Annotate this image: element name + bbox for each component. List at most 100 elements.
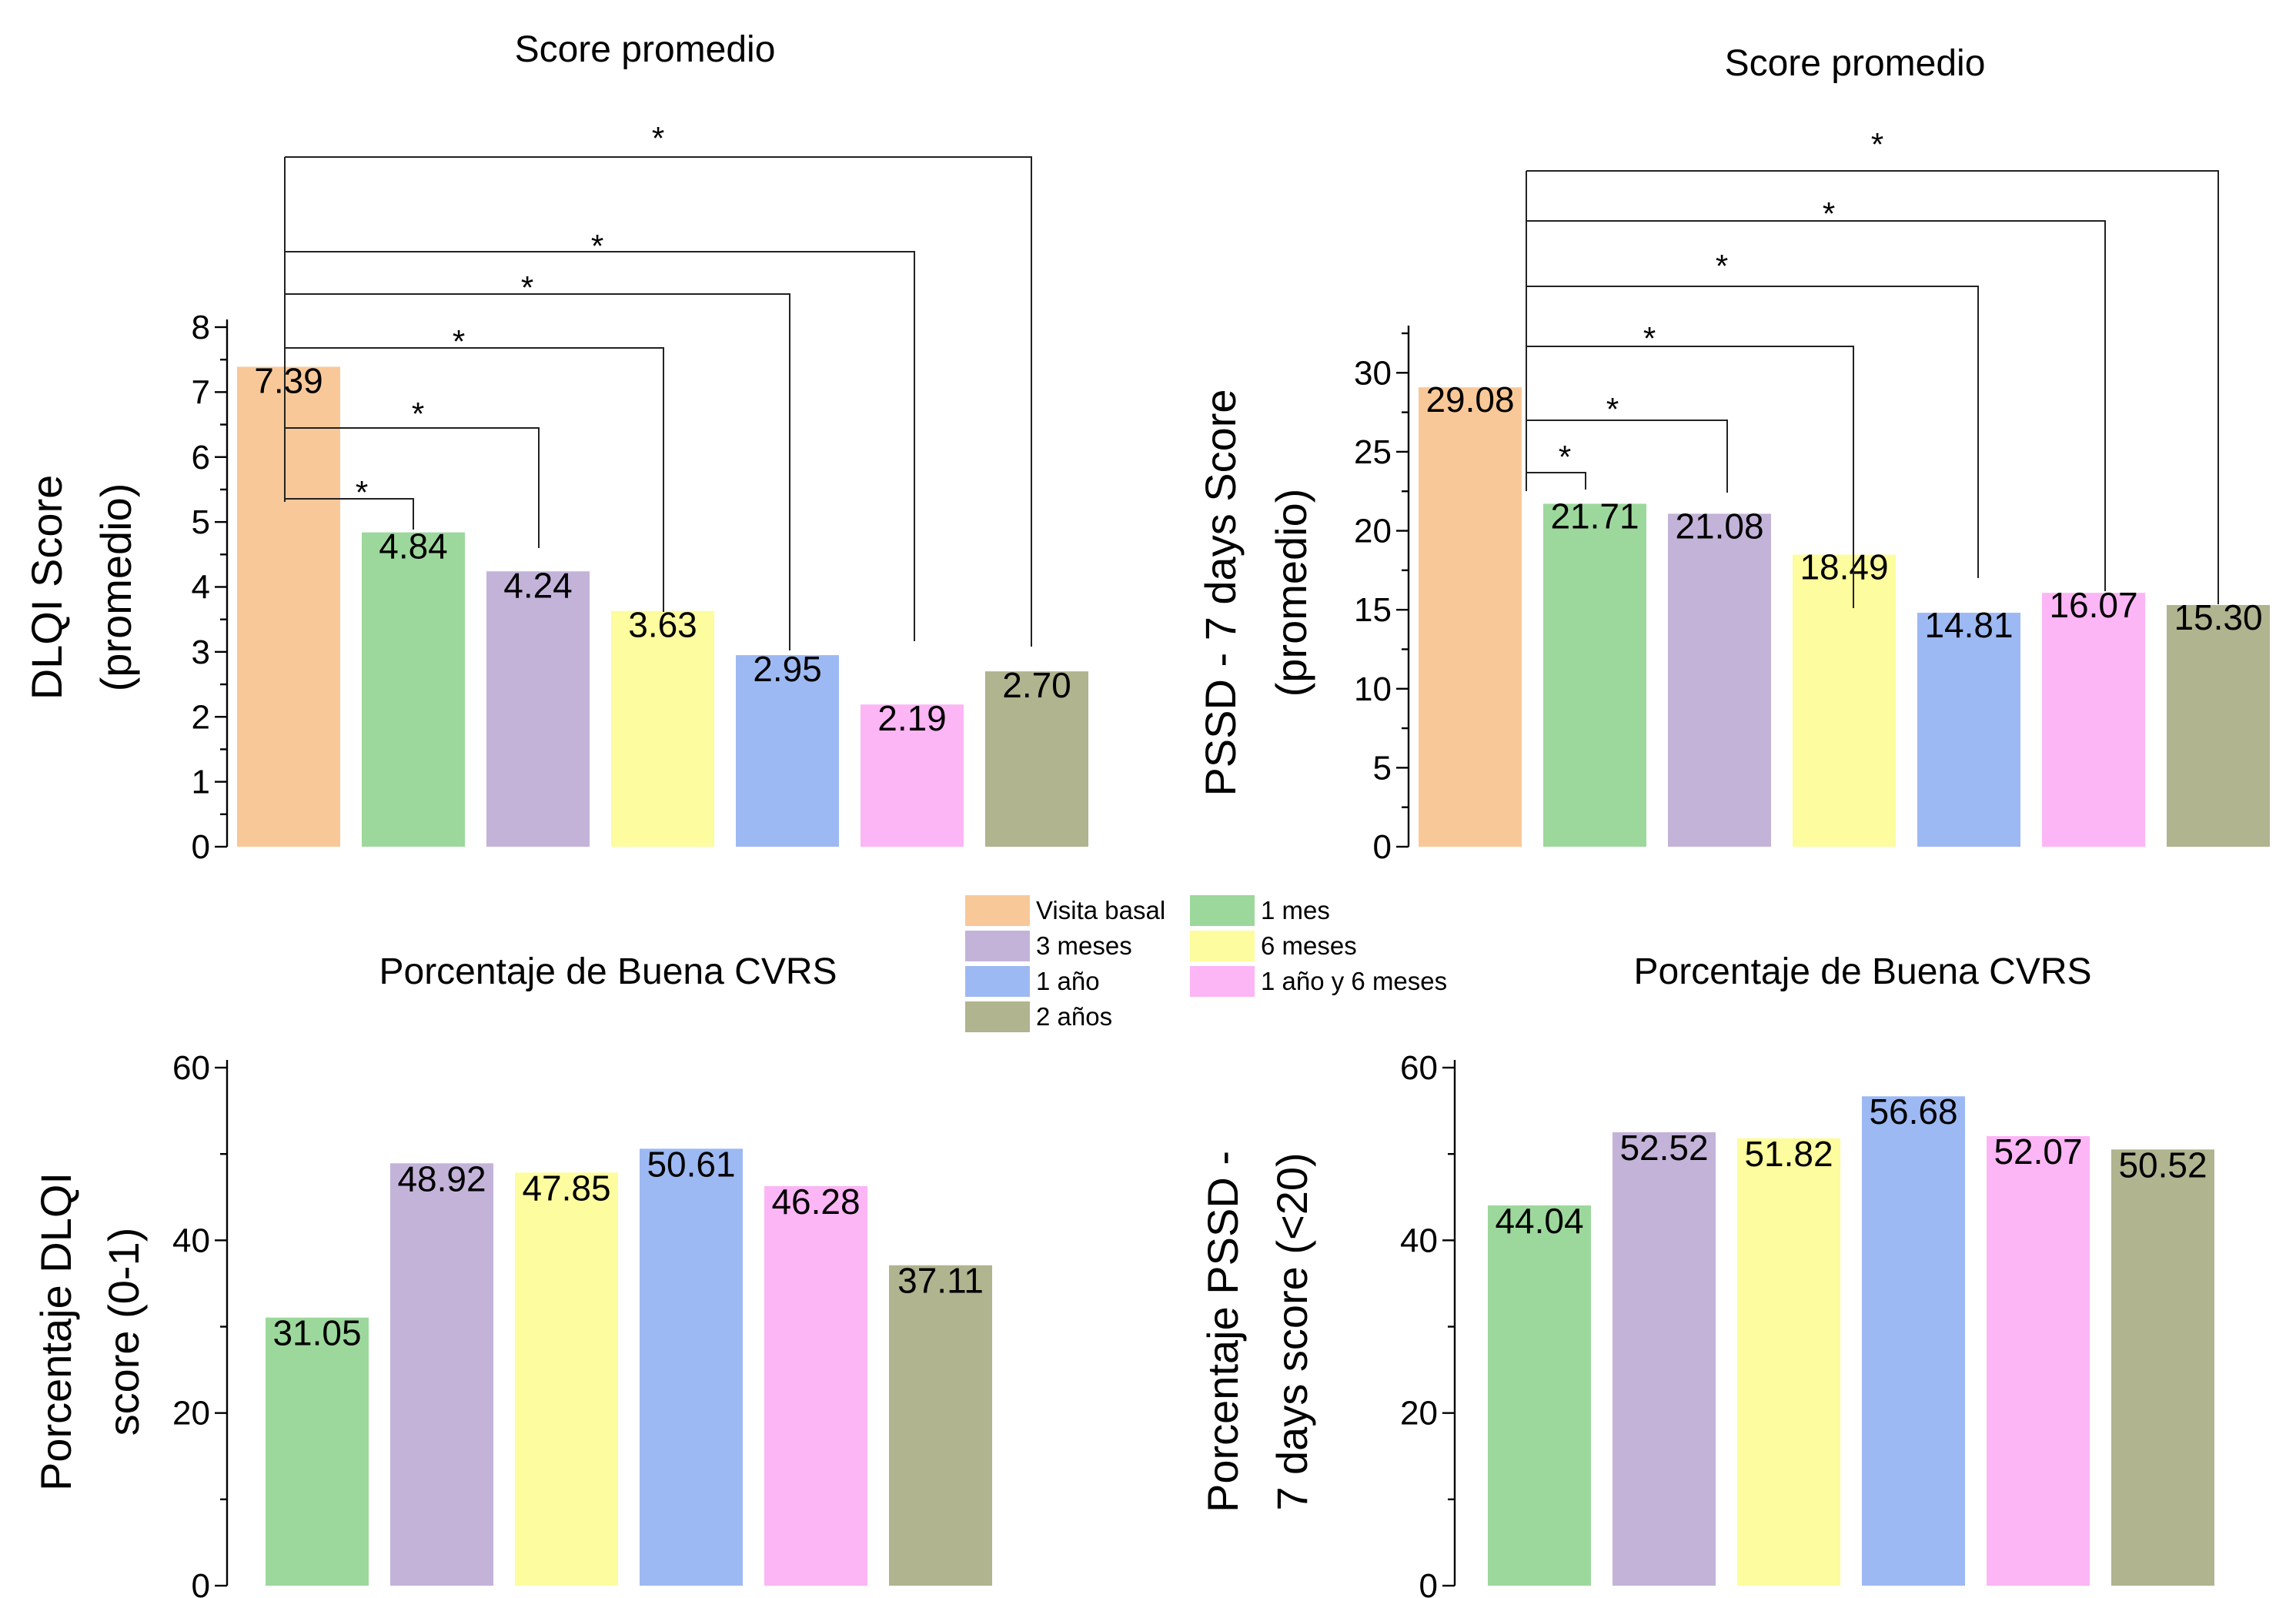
legend-swatch-1-año-y-6-meses — [1190, 966, 1255, 997]
data-label: 16.07 — [2049, 585, 2137, 625]
significance-bracket — [285, 156, 1032, 647]
y-tick-label: 40 — [1400, 1222, 1438, 1259]
legend-swatch-3-meses — [965, 931, 1030, 961]
significance-bracket — [1526, 286, 1979, 578]
bar-6-meses — [1793, 554, 1896, 847]
data-label: 56.68 — [1869, 1092, 1957, 1132]
y-tick-label: 8 — [192, 309, 210, 346]
bar-1-mes — [1488, 1205, 1591, 1586]
legend-swatch-visita-basal — [965, 895, 1030, 926]
legend: Visita basal 1 mes 3 meses 6 meses 1 año 1 añ… — [965, 895, 1447, 1032]
y-tick-label: 0 — [1419, 1567, 1438, 1598]
y-tick-label: 40 — [172, 1222, 210, 1259]
data-label: 2.95 — [753, 649, 822, 689]
bar-1-año — [640, 1148, 743, 1586]
significance-star: * — [591, 228, 603, 264]
bar-1-año — [1862, 1096, 1965, 1586]
y-axis-label: Porcentaje PSSD - — [1198, 1151, 1247, 1513]
y-axis-label: score (0-1) — [99, 1228, 148, 1436]
legend-label-visita-basal: Visita basal — [1036, 896, 1165, 924]
y-tick-label: 10 — [1354, 670, 1392, 708]
bar-6-meses — [611, 610, 714, 847]
data-label: 29.08 — [1425, 379, 1514, 420]
legend-label-1-año-y-6-meses: 1 año y 6 meses — [1261, 967, 1447, 995]
data-label: 21.71 — [1550, 496, 1639, 536]
y-tick-label: 25 — [1354, 433, 1392, 471]
dlqi-mean-chart: Score promedio DLQI Score (promedio) 7.39 4.… — [22, 29, 1088, 866]
bar-visita-basal — [1419, 387, 1522, 847]
bar-1-año — [1917, 613, 2020, 847]
pssd-mean-chart: Score promedio PSSD - 7 days Score (promed… — [1196, 43, 2270, 866]
data-label: 7.39 — [254, 360, 323, 400]
y-axis-label: PSSD - 7 days Score — [1196, 389, 1245, 796]
y-axis-label: DLQI Score — [22, 475, 71, 700]
significance-star: * — [453, 323, 465, 359]
y-tick-label: 1 — [192, 764, 210, 801]
legend-label-6-meses: 6 meses — [1261, 931, 1357, 960]
significance-star: * — [1606, 391, 1619, 427]
data-label: 51.82 — [1744, 1134, 1833, 1174]
significance-bracket — [1526, 472, 1586, 491]
data-label: 48.92 — [397, 1158, 486, 1198]
bar-2-años — [889, 1265, 992, 1586]
chart-title: Score promedio — [1725, 43, 1986, 84]
y-tick-label: 7 — [192, 373, 210, 411]
chart-title: Score promedio — [515, 29, 776, 70]
significance-star: * — [1559, 439, 1571, 475]
legend-label-2-años: 2 años — [1036, 1002, 1112, 1031]
legend-label-1-mes: 1 mes — [1261, 896, 1330, 924]
y-tick-label: 20 — [172, 1395, 210, 1433]
y-tick-label: 0 — [192, 828, 210, 866]
y-tick-label: 0 — [192, 1567, 210, 1598]
significance-bracket — [1526, 346, 1854, 608]
y-axis-label: 7 days score (<20) — [1268, 1152, 1316, 1510]
y-axis-label: (promedio) — [92, 483, 140, 692]
y-axis-label: (promedio) — [1267, 489, 1315, 697]
data-label: 2.19 — [877, 698, 947, 738]
bar-3-meses — [486, 571, 590, 847]
legend-swatch-6-meses — [1190, 931, 1255, 961]
bar-1-año-y-6-meses — [861, 704, 964, 847]
pssd-good-pct-chart: Porcentaje de Buena CVRS Porcentaje PSSD … — [1198, 951, 2214, 1598]
significance-star: * — [521, 269, 533, 306]
bar-6-meses — [1737, 1138, 1840, 1586]
bar-1-mes — [266, 1317, 369, 1586]
significance-bracket — [1526, 220, 2106, 591]
significance-bracket — [285, 347, 664, 612]
data-label: 47.85 — [522, 1168, 610, 1208]
significance-bracket — [1526, 170, 2219, 604]
data-label: 52.52 — [1619, 1128, 1708, 1168]
y-tick-label: 5 — [192, 503, 210, 541]
chart-title: Porcentaje de Buena CVRS — [379, 951, 837, 992]
data-label: 14.81 — [1924, 605, 2013, 645]
data-label: 46.28 — [771, 1182, 860, 1222]
bar-visita-basal — [237, 366, 340, 847]
significance-star: * — [1823, 196, 1835, 232]
y-tick-label: 2 — [192, 698, 210, 736]
data-label: 4.24 — [503, 565, 573, 605]
bar-1-año-y-6-meses — [764, 1185, 867, 1586]
y-tick-label: 60 — [1400, 1049, 1438, 1087]
bar-1-año-y-6-meses — [1987, 1135, 2090, 1586]
significance-star: * — [1716, 248, 1728, 284]
bar-1-año-y-6-meses — [2042, 593, 2145, 847]
significance-bracket — [285, 251, 915, 641]
y-tick-label: 15 — [1354, 591, 1392, 629]
data-label: 2.70 — [1002, 665, 1071, 705]
bar-1-mes — [362, 532, 465, 847]
legend-swatch-1-año — [965, 966, 1030, 997]
data-label: 37.11 — [897, 1261, 984, 1301]
bar-3-meses — [1613, 1132, 1716, 1586]
legend-label-1-año: 1 año — [1036, 967, 1100, 995]
y-tick-label: 3 — [192, 634, 210, 671]
data-label: 21.08 — [1675, 506, 1763, 546]
bar-6-meses — [515, 1172, 618, 1586]
legend-swatch-2-años — [965, 1001, 1030, 1032]
significance-star: * — [412, 396, 424, 432]
bar-3-meses — [1668, 513, 1771, 847]
chart-title: Porcentaje de Buena CVRS — [1633, 951, 2091, 992]
y-tick-label: 20 — [1354, 513, 1392, 550]
bar-2-años — [985, 671, 1088, 847]
y-tick-label: 4 — [192, 569, 210, 607]
